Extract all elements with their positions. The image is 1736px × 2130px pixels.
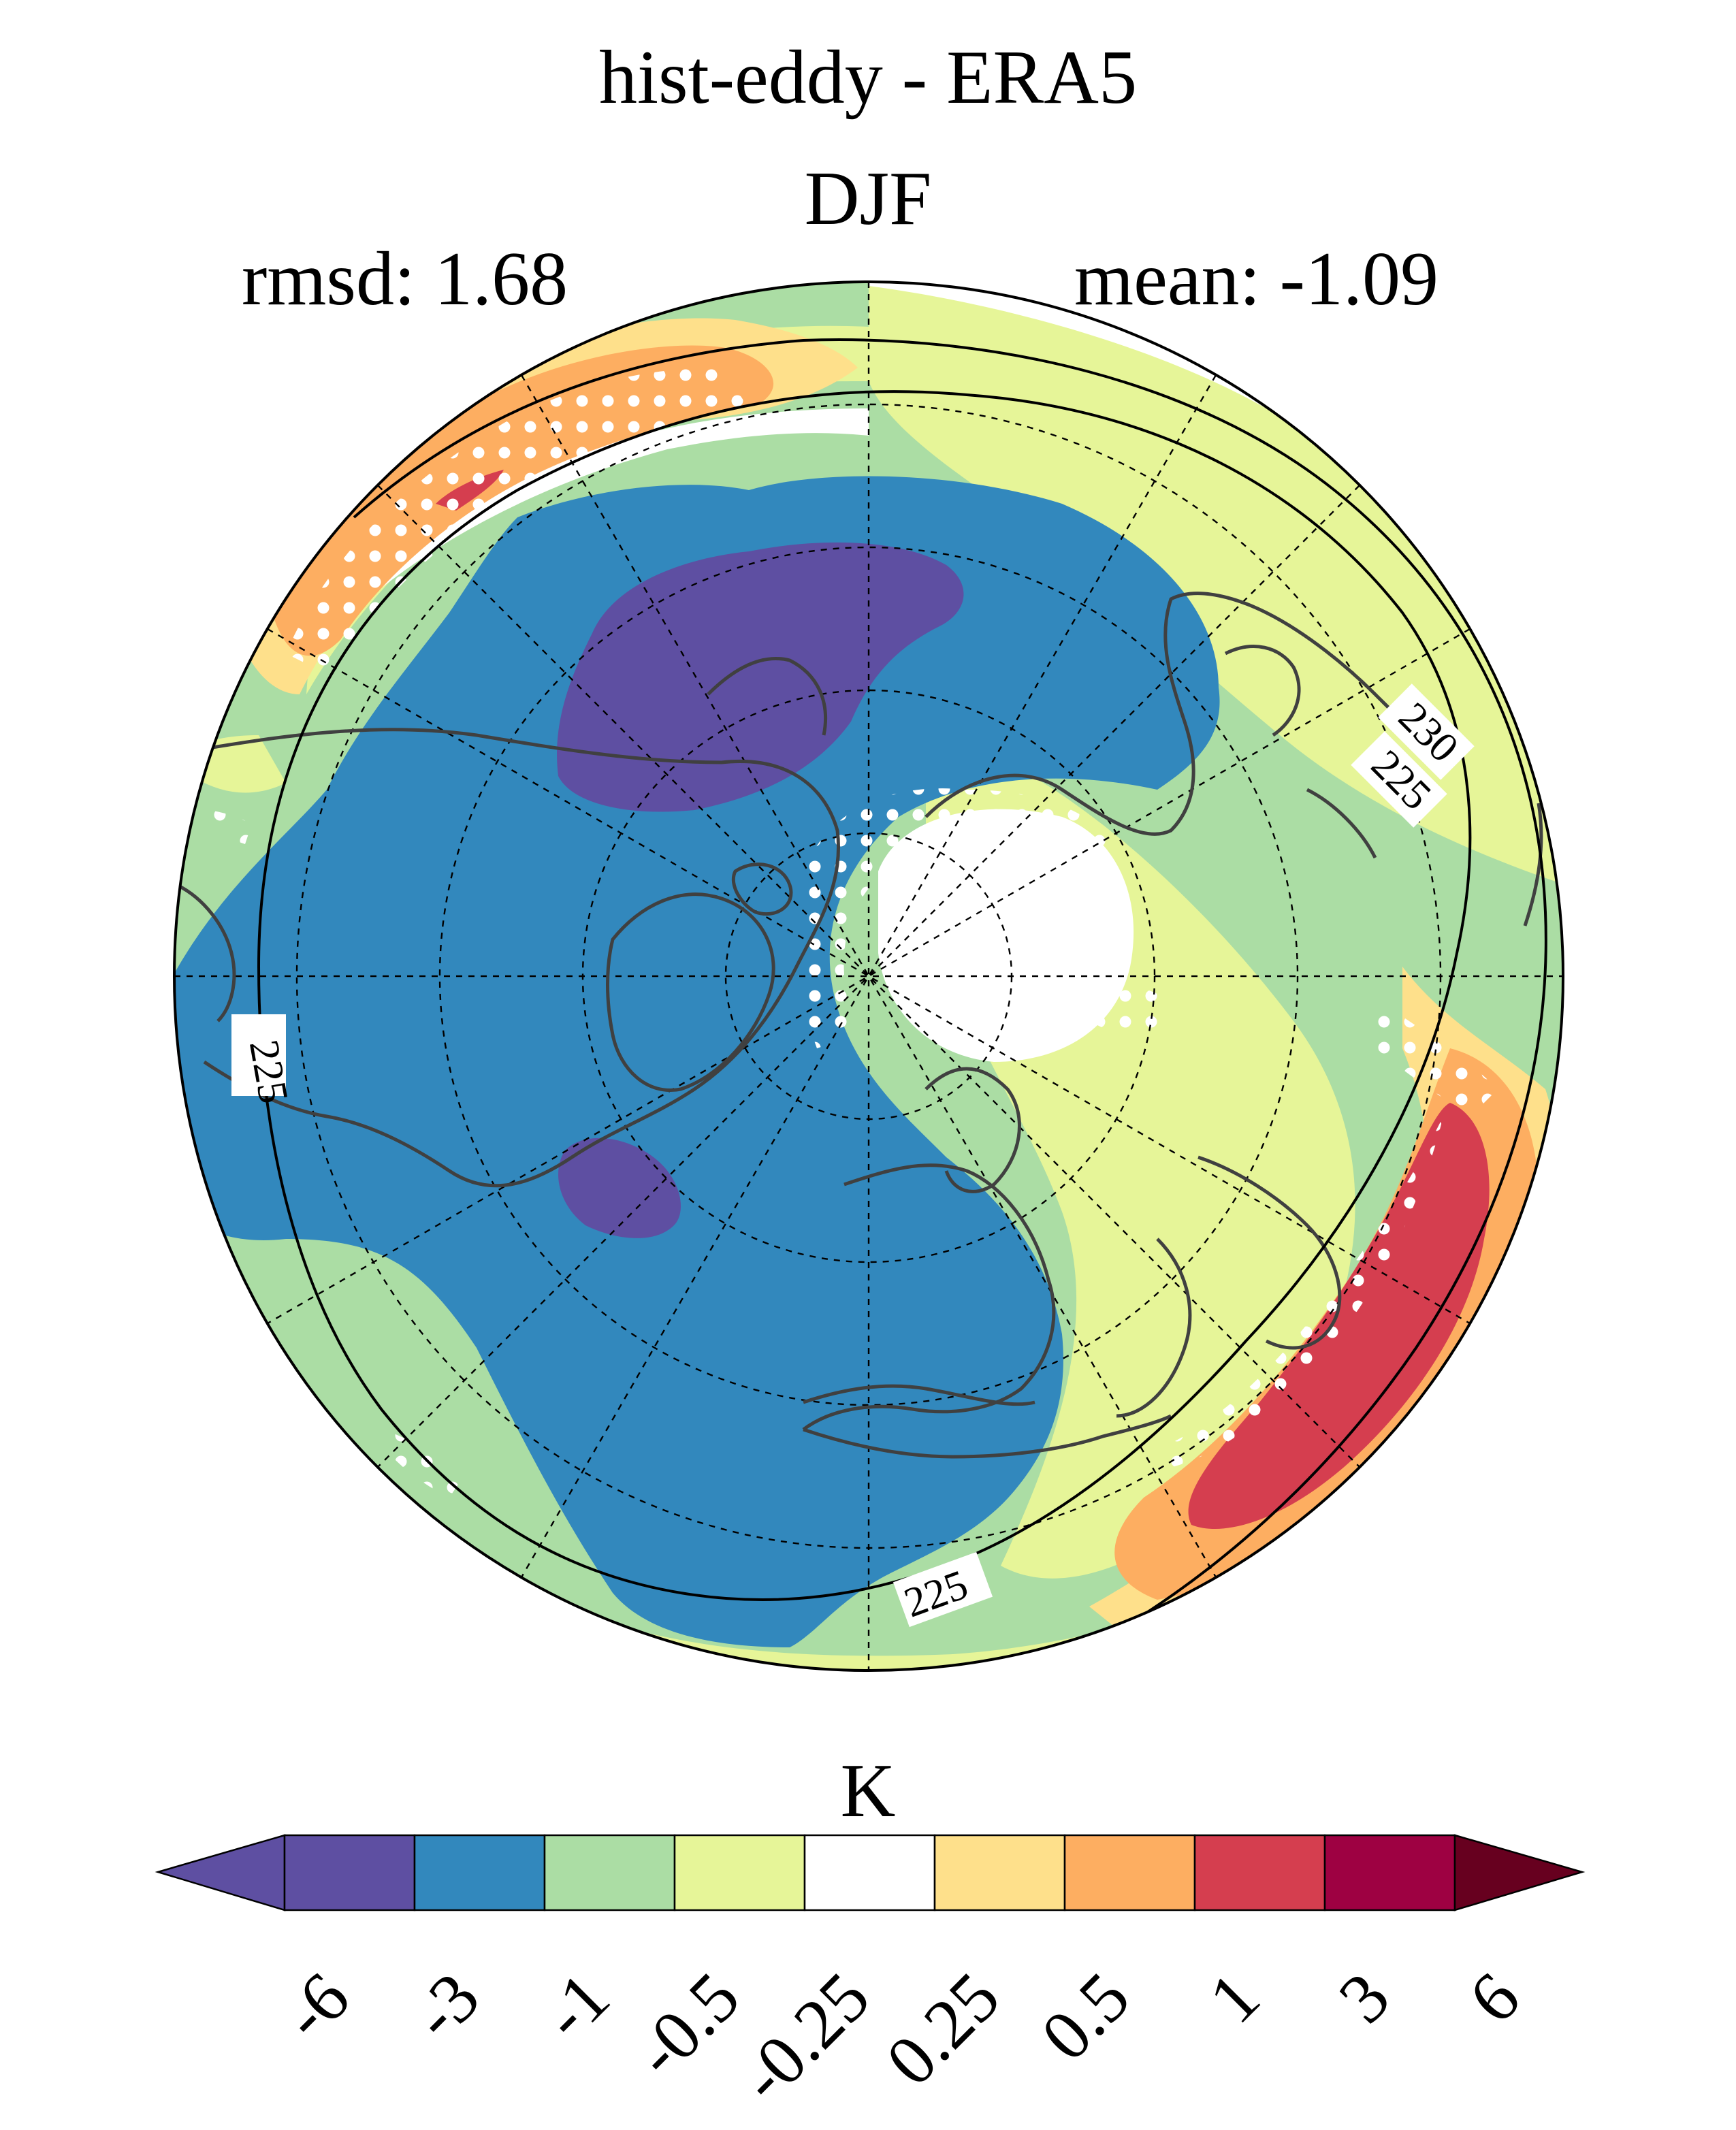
field-negative-main [174, 476, 1220, 1647]
colorbar-swatch [283, 1834, 416, 1911]
coastline-africa [803, 1414, 1172, 1459]
coastlines [176, 592, 1543, 1459]
stipple-southwest [381, 1430, 463, 1498]
colorbar-swatch [413, 1834, 546, 1911]
stipple-center-east [1089, 988, 1163, 1042]
coastline-scandinavia [925, 1067, 1021, 1193]
mean-label: mean: -1.09 [1074, 237, 1438, 321]
colorbar-swatch [933, 1834, 1066, 1911]
coastline-alaska [707, 656, 828, 736]
coastline-west-edge [176, 883, 236, 1022]
map-boundary [173, 280, 1564, 1672]
contours [257, 338, 1547, 1649]
map-title: hist-eddy - ERA5 [598, 35, 1138, 120]
stipple-significance [204, 368, 1498, 1498]
meridian [520, 374, 1217, 1578]
colorbar-extend-high [1453, 1834, 1586, 1911]
contour-label-225-west: 225 [240, 1037, 297, 1107]
colorbar [155, 1834, 1586, 1911]
colorbar-swatch [543, 1834, 676, 1911]
colorbar-swatch [673, 1834, 806, 1911]
coastline-arctic-islands [731, 862, 793, 916]
contour-225 [257, 390, 1472, 1601]
stipple-northwest [286, 368, 749, 674]
colorbar-swatch [1323, 1834, 1456, 1911]
coastline-japan [1306, 788, 1377, 859]
colorbar-unit: K [840, 1749, 896, 1833]
stipple-west [204, 810, 252, 844]
coastline-greenland [606, 892, 775, 1092]
field-neutral-northwest-band [286, 408, 869, 681]
meridian [267, 628, 1470, 1325]
colorbar-swatch [803, 1834, 936, 1911]
colorbar-swatch [1063, 1834, 1196, 1911]
latitude-circle [438, 546, 1299, 1406]
meridian [520, 374, 1217, 1578]
meridian [267, 628, 1470, 1325]
stipple-southeast-edge [1362, 1007, 1498, 1116]
coastline-north-america [203, 728, 840, 1188]
coastline-asia [925, 592, 1458, 836]
field-strong-negative-north [557, 542, 964, 812]
coastline-kamchatka [1224, 645, 1301, 737]
coastline-east-edge [1523, 803, 1543, 926]
field-neutral-center [878, 809, 1134, 1062]
coastline-europe [802, 1163, 1056, 1432]
rmsd-label: rmsd: 1.68 [242, 237, 568, 321]
colorbar-swatch [1193, 1834, 1326, 1911]
meridian [377, 485, 1360, 1468]
coastline-mediterranean [803, 1384, 1035, 1406]
stipple-center-ring [796, 788, 1123, 1048]
coastline-south-asia [1116, 1238, 1192, 1418]
season-label: DJF [804, 157, 932, 241]
graticule [174, 282, 1563, 1671]
colorbar-extend-low [155, 1834, 286, 1911]
meridian [377, 485, 1360, 1468]
coastline-east-asia [1197, 1155, 1342, 1350]
field-strong-negative-south [558, 1137, 681, 1238]
contour-230 [353, 338, 1547, 1649]
